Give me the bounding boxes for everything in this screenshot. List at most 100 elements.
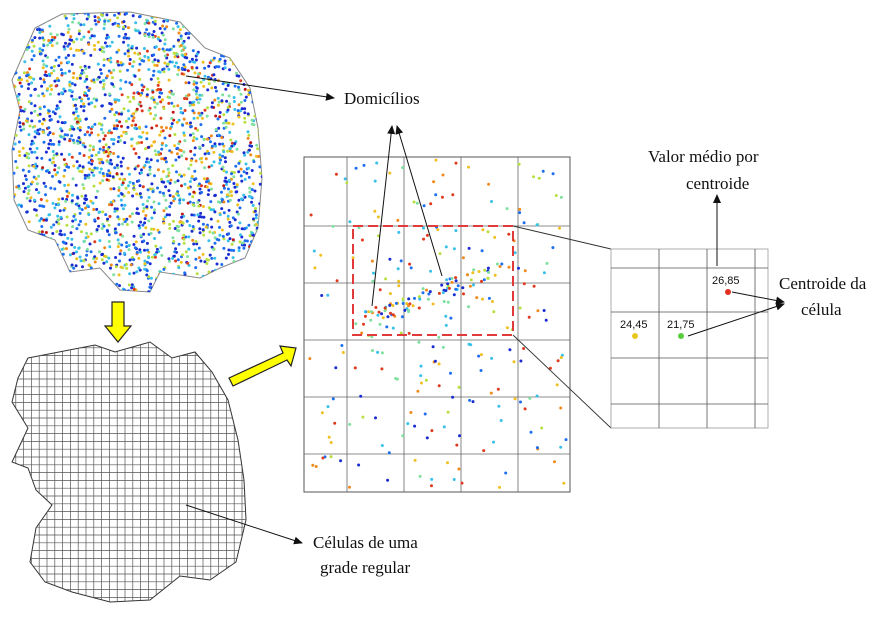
household-point xyxy=(16,94,20,98)
household-point xyxy=(335,279,339,283)
household-point xyxy=(100,45,104,49)
household-point xyxy=(57,203,61,207)
household-point xyxy=(220,136,224,140)
household-point xyxy=(22,257,26,261)
household-point xyxy=(247,194,251,198)
household-point xyxy=(215,237,219,241)
household-point xyxy=(230,242,234,246)
household-point xyxy=(120,203,124,207)
household-point xyxy=(172,51,176,55)
household-point xyxy=(138,192,142,196)
household-point xyxy=(182,198,185,202)
household-point xyxy=(245,239,249,243)
household-point xyxy=(17,186,21,190)
household-point xyxy=(194,177,198,181)
household-point xyxy=(184,277,187,281)
household-point xyxy=(207,152,211,155)
household-point xyxy=(52,142,56,146)
household-point xyxy=(229,190,233,194)
household-point xyxy=(446,282,450,286)
household-point xyxy=(111,76,114,80)
household-point xyxy=(168,213,171,217)
household-point xyxy=(59,135,63,139)
household-point xyxy=(480,249,484,253)
household-point xyxy=(9,28,12,31)
household-point xyxy=(232,266,235,270)
household-point xyxy=(199,259,203,263)
household-point xyxy=(59,68,63,72)
household-point xyxy=(94,22,98,26)
household-point xyxy=(151,73,155,77)
household-point xyxy=(340,344,344,347)
household-point xyxy=(191,203,195,207)
household-point xyxy=(228,68,232,72)
household-point xyxy=(15,271,18,275)
household-point xyxy=(222,200,226,204)
household-point xyxy=(244,162,248,166)
household-point xyxy=(190,213,194,217)
household-point xyxy=(87,263,91,267)
household-point xyxy=(54,173,58,177)
household-point xyxy=(116,24,120,28)
household-point xyxy=(172,16,176,19)
household-point xyxy=(98,48,102,52)
household-point xyxy=(135,207,139,211)
household-point xyxy=(381,316,385,320)
household-point xyxy=(190,57,194,61)
household-point xyxy=(121,156,125,160)
household-point xyxy=(451,395,455,399)
household-point xyxy=(107,203,111,207)
household-point xyxy=(71,177,75,181)
household-point xyxy=(78,152,82,155)
household-point xyxy=(84,67,88,71)
household-point xyxy=(239,38,243,41)
household-point xyxy=(162,276,166,280)
household-point xyxy=(17,290,21,292)
household-point xyxy=(253,34,257,38)
household-point xyxy=(252,247,256,251)
household-point xyxy=(241,68,245,72)
household-point xyxy=(193,169,197,173)
household-point xyxy=(438,252,442,256)
household-point xyxy=(186,261,190,265)
household-point xyxy=(97,151,101,154)
household-point xyxy=(415,201,419,205)
household-point xyxy=(194,266,198,270)
household-point xyxy=(218,115,222,119)
household-point xyxy=(416,389,420,393)
household-point xyxy=(221,165,225,169)
household-point xyxy=(60,32,64,36)
household-point xyxy=(185,219,189,223)
detail-panel-border xyxy=(610,248,769,429)
household-point xyxy=(66,291,70,292)
household-point xyxy=(127,26,130,30)
household-point xyxy=(76,285,79,289)
household-point xyxy=(500,262,504,266)
household-point xyxy=(309,213,313,217)
household-point xyxy=(61,270,65,274)
household-point xyxy=(386,478,390,482)
household-point xyxy=(153,255,157,259)
household-point xyxy=(12,51,14,55)
household-point xyxy=(193,14,197,18)
household-point xyxy=(162,194,166,198)
household-point xyxy=(217,100,221,104)
household-point xyxy=(64,277,68,281)
household-point xyxy=(249,141,253,145)
household-point xyxy=(102,87,106,91)
household-point xyxy=(128,62,132,66)
household-point xyxy=(201,19,205,23)
grid-map xyxy=(11,341,247,603)
household-point xyxy=(26,285,30,289)
household-point xyxy=(132,258,136,262)
household-point xyxy=(84,117,88,121)
household-point xyxy=(44,270,48,274)
household-point xyxy=(103,19,107,23)
household-point xyxy=(158,27,162,30)
household-point xyxy=(12,191,14,195)
household-point xyxy=(180,174,183,178)
household-point xyxy=(197,204,201,208)
household-point xyxy=(194,58,198,62)
household-point xyxy=(145,49,149,53)
household-point xyxy=(256,23,260,27)
